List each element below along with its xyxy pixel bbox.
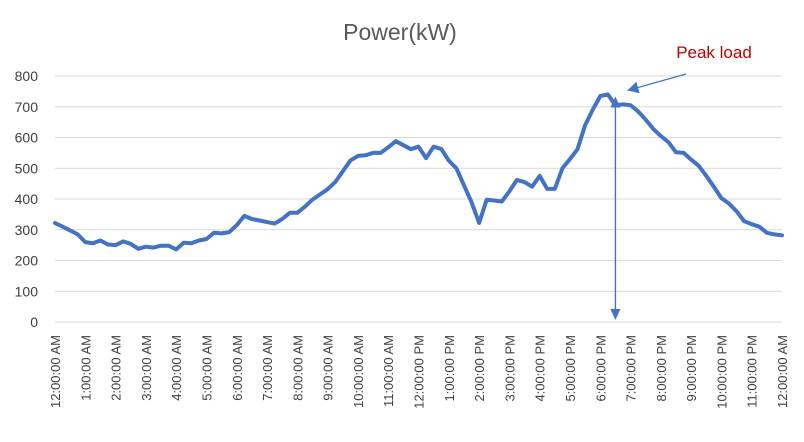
x-tick-label: 11:00:00 PM (745, 335, 760, 408)
y-tick-label: 400 (15, 191, 39, 207)
x-tick-label: 1:00:00 PM (442, 335, 457, 402)
peak-drop-arrowhead-top (610, 96, 621, 108)
power-series-line (53, 92, 784, 252)
annotation-label: Peak load (676, 43, 752, 62)
y-tick-label: 700 (15, 99, 39, 115)
x-tick-label: 4:00:00 AM (169, 335, 184, 401)
peak-drop-arrowhead-bottom (610, 309, 621, 320)
x-tick-label: 6:00:00 PM (593, 335, 608, 402)
x-tick-label: 8:00:00 AM (290, 335, 305, 401)
x-tick-label: 9:00:00 AM (321, 335, 336, 401)
x-axis-tick-labels: 12:00:00 AM 1:00:00 AM 2:00:00 AM 3:00:00 A… (48, 335, 790, 409)
x-tick-label: 7:00:00 AM (260, 335, 275, 401)
y-tick-label: 200 (15, 253, 39, 269)
x-tick-label: 8:00:00 PM (654, 335, 669, 402)
x-tick-label: 7:00:00 PM (624, 335, 639, 402)
annotation-leader-arrowhead (627, 81, 640, 94)
y-tick-label: 600 (15, 130, 39, 146)
y-tick-label: 300 (15, 222, 39, 238)
x-tick-label: 6:00:00 AM (230, 335, 245, 401)
x-tick-label: 3:00:00 AM (139, 335, 154, 401)
y-tick-label: 500 (15, 160, 39, 176)
x-tick-label: 11:00:00 AM (381, 335, 396, 407)
y-tick-label: 800 (15, 68, 39, 84)
x-tick-label: 2:00:00 PM (472, 335, 487, 402)
x-tick-label: 4:00:00 PM (533, 335, 548, 402)
x-tick-label: 10:00:00 AM (351, 335, 366, 408)
y-tick-label: 0 (30, 314, 38, 330)
peak-load-annotation: Peak load (610, 43, 752, 320)
chart-title: Power(kW) (343, 19, 457, 45)
y-tick-label: 100 (15, 283, 39, 299)
y-axis-tick-labels: 0 100 200 300 400 500 600 700 800 (15, 68, 39, 330)
x-tick-label: 12:00:00 AM (775, 335, 790, 408)
x-tick-label: 5:00:00 AM (199, 335, 214, 401)
gridlines (55, 75, 782, 323)
x-tick-label: 12:00:00 AM (48, 335, 63, 408)
x-tick-label: 1:00:00 AM (78, 335, 93, 401)
x-tick-label: 12:00:00 PM (412, 335, 427, 409)
x-tick-label: 3:00:00 PM (502, 335, 517, 402)
x-tick-label: 10:00:00 PM (714, 335, 729, 409)
x-tick-label: 2:00:00 AM (109, 335, 124, 401)
x-tick-label: 9:00:00 PM (684, 335, 699, 402)
x-tick-label: 5:00:00 PM (563, 335, 578, 402)
